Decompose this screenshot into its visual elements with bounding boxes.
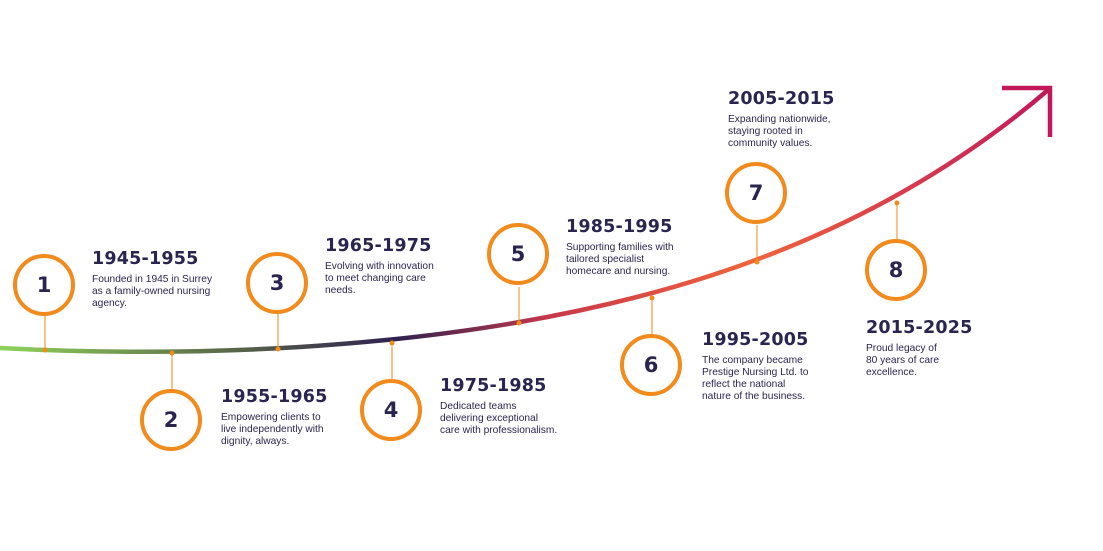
timeline-curve <box>0 87 1051 355</box>
milestone-period: 2005-2015 <box>728 89 835 109</box>
milestone-7-text: 2005-2015 Expanding nationwide, staying … <box>728 89 878 150</box>
milestone-5-circle: 5 <box>487 223 549 285</box>
milestone-8-text: 2015-2025 Proud legacy of 80 years of ca… <box>866 318 1016 379</box>
milestone-number: 1 <box>36 273 52 297</box>
curve-dot <box>516 320 522 326</box>
milestone-3-text: 1965-1975 Evolving with innovation to me… <box>325 236 475 297</box>
milestone-8-circle: 8 <box>865 239 927 301</box>
milestone-2-text: 1955-1965 Empowering clients to live ind… <box>221 387 371 448</box>
curve-dot <box>169 350 175 356</box>
milestone-1-circle: 1 <box>13 254 75 316</box>
milestone-description: Proud legacy of 80 years of care excelle… <box>866 343 940 378</box>
milestone-description: The company became Prestige Nursing Ltd.… <box>702 355 809 402</box>
milestone-3-circle: 3 <box>246 252 308 314</box>
milestone-period: 2015-2025 <box>866 318 973 338</box>
milestone-1-text: 1945-1955 Founded in 1945 in Surrey as a… <box>92 249 242 310</box>
curve-dot <box>649 295 655 301</box>
milestone-description: Expanding nationwide, staying rooted in … <box>728 114 831 149</box>
milestone-2-circle: 2 <box>140 389 202 451</box>
milestone-number: 6 <box>643 353 659 377</box>
milestone-description: Evolving with innovation to meet changin… <box>325 261 434 296</box>
milestone-6-text: 1995-2005 The company became Prestige Nu… <box>702 330 852 403</box>
milestone-period: 1985-1995 <box>566 217 673 237</box>
milestone-period: 1955-1965 <box>221 387 328 407</box>
curve-dot <box>894 200 900 206</box>
milestone-description: Dedicated teams delivering exceptional c… <box>440 401 558 436</box>
milestone-number: 7 <box>748 181 764 205</box>
milestone-5-text: 1985-1995 Supporting families with tailo… <box>566 217 716 278</box>
milestone-period: 1975-1985 <box>440 376 547 396</box>
milestone-period: 1945-1955 <box>92 249 199 269</box>
milestone-6-circle: 6 <box>620 334 682 396</box>
milestone-period: 1965-1975 <box>325 236 432 256</box>
milestone-number: 3 <box>269 271 285 295</box>
milestone-number: 5 <box>510 242 526 266</box>
milestone-description: Supporting families with tailored specia… <box>566 242 674 277</box>
milestone-number: 8 <box>888 258 904 282</box>
milestone-4-text: 1975-1985 Dedicated teams delivering exc… <box>440 376 590 437</box>
milestone-number: 4 <box>383 398 399 422</box>
arrow-head-icon <box>1002 85 1053 137</box>
milestone-period: 1995-2005 <box>702 330 809 350</box>
milestone-7-circle: 7 <box>725 162 787 224</box>
curve-dot <box>275 346 281 352</box>
curve-dot <box>389 340 395 346</box>
milestone-number: 2 <box>163 408 179 432</box>
curve-dot <box>42 347 48 353</box>
milestone-4-circle: 4 <box>360 379 422 441</box>
curve-dot <box>754 259 760 265</box>
milestone-description: Founded in 1945 in Surrey as a family-ow… <box>92 274 213 309</box>
milestone-description: Empowering clients to live independently… <box>221 412 324 447</box>
